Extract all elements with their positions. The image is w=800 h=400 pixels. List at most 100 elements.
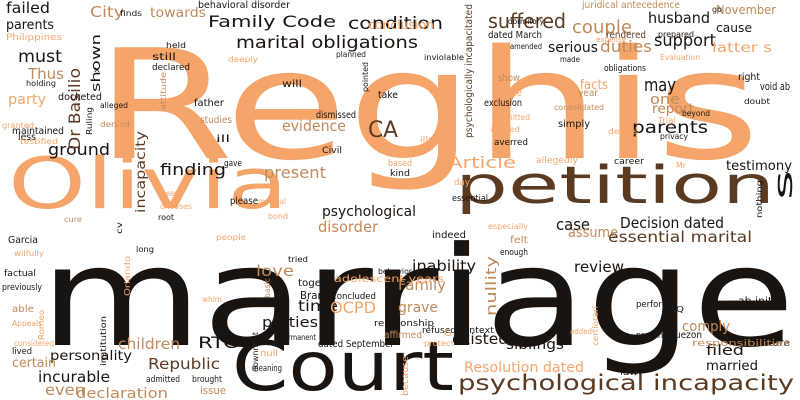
word: will [282,79,302,90]
word: go [712,5,722,14]
word: consolidated [554,103,604,112]
word: kind [390,169,410,179]
word: mean [160,189,178,198]
word: doubt [744,97,770,106]
word: CA [368,118,398,143]
word: year [578,88,599,99]
word: Article [448,153,516,172]
word: basic [263,278,272,298]
word: certain [12,356,56,371]
word: career [614,157,644,167]
word: context [458,326,494,336]
word: State [115,122,124,140]
word: attitude [159,72,168,110]
word: allegedly [536,156,579,166]
word: maintained [12,126,64,137]
word: existed [452,330,508,348]
word: law [620,368,638,378]
word: RTC [198,333,238,352]
word: Philippines [6,33,62,43]
word: made [560,55,580,64]
word: bond [268,212,288,221]
word: Garcia [8,235,38,246]
word: conclusion [368,18,434,32]
word: incapacity [134,131,149,213]
word: gave [224,159,242,169]
word: please [230,196,258,207]
word: incurable [38,368,110,386]
word: granted [2,121,34,130]
word: enough [500,248,528,258]
word: finds [120,9,142,18]
word: comply [682,319,730,335]
word: show [498,73,520,84]
word: must [18,47,62,67]
word: tried [288,255,308,264]
word: deeply [228,55,258,64]
word: amended [510,42,542,51]
word: testified [20,137,58,146]
word: responsibilities [692,339,790,349]
word: dismissed [316,110,356,121]
word: suffered [488,9,566,33]
word: beyond [682,109,710,118]
word: may [644,75,676,96]
word: time [298,297,338,315]
word: parents [6,18,54,33]
word: ill [216,134,230,145]
word: inability [412,257,476,275]
word: person [376,178,404,188]
word: parties [262,315,318,331]
word: one [650,92,680,108]
word: essential marital [608,228,752,246]
word: institution [99,316,108,366]
word: finding [160,160,226,179]
word: essential [452,194,488,204]
word: towards [150,6,206,21]
word: day [454,178,471,188]
word: grave [398,300,438,316]
word: Court [232,328,454,400]
word: s [769,170,799,200]
word: declaration [76,386,168,400]
word: condition [348,14,443,34]
word: cure [64,215,82,224]
word: petition [455,156,775,216]
word: pointed [361,62,370,92]
word: affirmed [384,330,422,341]
word: indeed [432,230,466,241]
word: love [256,262,294,280]
word: rendered [606,30,646,41]
word: brought [192,375,222,385]
word: marital obligations [236,33,418,53]
word: children [118,335,180,353]
word: Ruling [85,107,94,135]
word: Appeals [12,319,42,328]
word: facts [580,78,608,93]
word: November [716,3,776,17]
word: failed [6,0,50,17]
word: Q [676,305,684,314]
word: assume [568,225,618,241]
word: considered [14,339,54,348]
word: exclusion [484,98,522,109]
word: report [652,102,694,117]
word: perform [636,300,670,310]
word: behavior [378,267,413,276]
word: null [260,349,278,359]
word: Family Code [208,12,336,31]
word: studies [200,115,232,126]
word: felt [510,235,528,246]
word: party [8,92,46,108]
word: Decision dated [620,214,724,232]
word: cv [115,222,124,234]
word: medical [258,197,286,206]
word: testimony [726,159,792,174]
word: issue [200,384,226,397]
word: serious [548,40,598,56]
word: less [18,132,36,143]
word: latter s [712,41,772,56]
word: Trial [657,116,676,125]
word: together [298,278,343,289]
